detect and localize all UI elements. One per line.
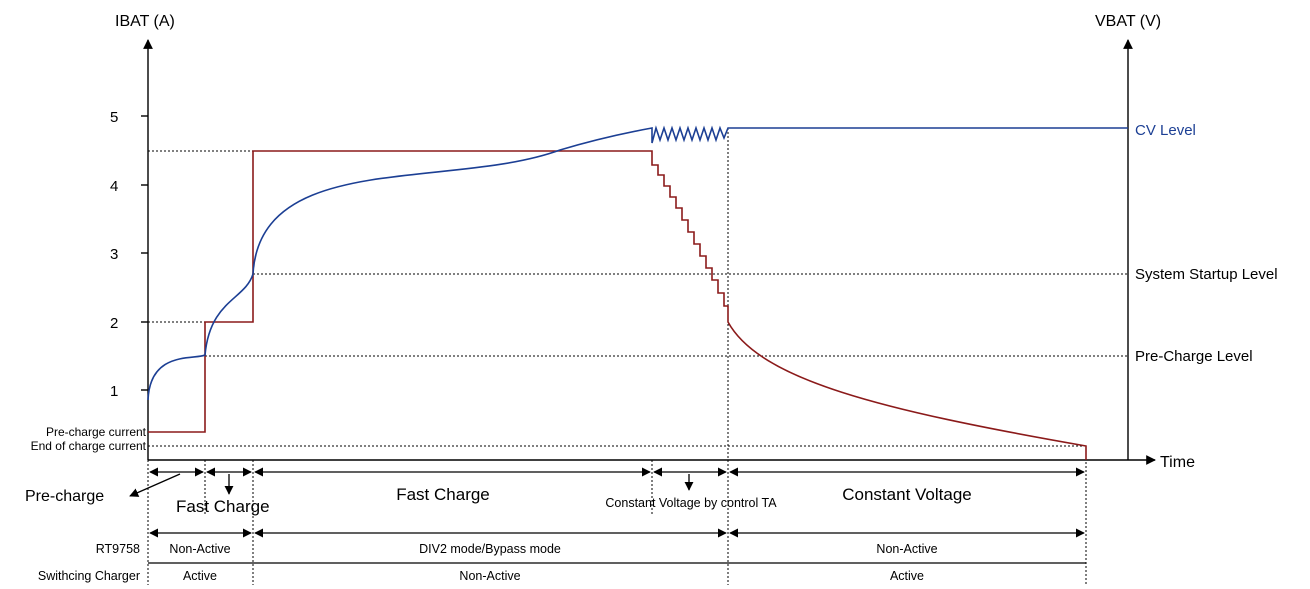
switching-charger-segment-1: Active [183,569,217,583]
phase-label-constant-voltage: Constant Voltage [842,485,971,504]
rt9758-segment-1: Non-Active [169,542,230,556]
y-tick-label-3: 3 [110,246,118,263]
switching-charger-segment-3: Active [890,569,924,583]
y-tick-label-1: 1 [110,383,118,400]
left-axis-label: IBAT (A) [115,13,175,30]
time-axis-label: Time [1160,454,1195,471]
y-tick-label-2: 2 [110,315,118,332]
phase-label-cv-by-ta: Constant Voltage by control TA [605,496,777,510]
end-of-charge-current-label: End of charge current [31,439,147,453]
cv-level-label: CV Level [1135,122,1196,139]
row-label-rt9758: RT9758 [96,542,140,556]
row-label-switching-charger: Swithcing Charger [38,569,140,583]
rt9758-segment-3: Non-Active [876,542,937,556]
right-axis-label: VBAT (V) [1095,13,1161,30]
pre-charge-level-label: Pre-Charge Level [1135,348,1253,365]
y-tick-label-5: 5 [110,109,118,126]
ibat-curve [148,150,1087,460]
switching-charger-segment-2: Non-Active [459,569,520,583]
vbat-curve [147,125,1128,401]
pointer-precharge [129,473,181,497]
phase-label-fast-charge-1: Fast Charge [176,497,270,516]
phase-label-pre-charge: Pre-charge [25,488,104,505]
phase-label-fast-charge-2: Fast Charge [396,485,490,504]
y-tick-label-4: 4 [110,178,118,195]
rt9758-segment-2: DIV2 mode/Bypass mode [419,542,561,556]
pre-charge-current-label: Pre-charge current [46,425,147,439]
system-startup-level-label: System Startup Level [1135,266,1278,283]
